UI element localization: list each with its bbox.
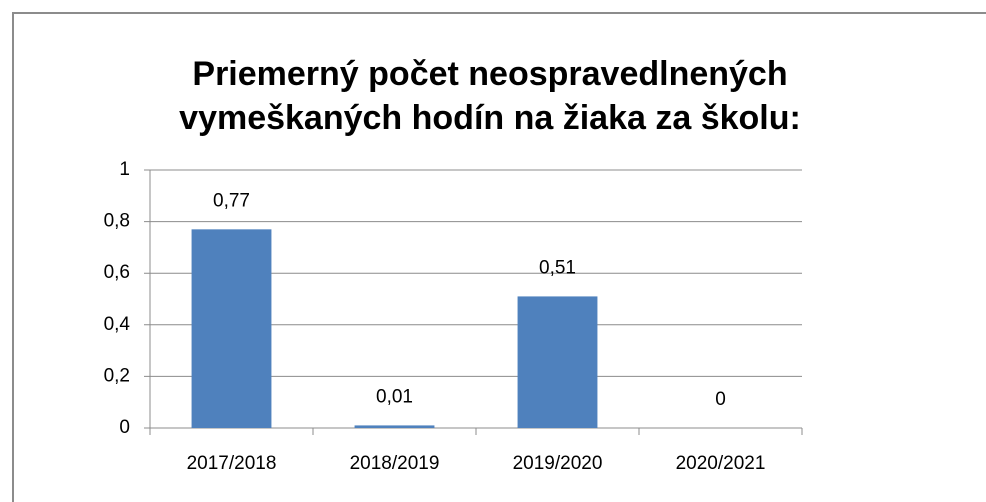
chart-frame	[12, 12, 986, 502]
y-tick-label: 0,6	[104, 262, 130, 283]
bar	[354, 425, 435, 428]
bar	[191, 229, 272, 428]
data-label: 0,51	[539, 257, 576, 278]
x-tick-label: 2019/2020	[513, 453, 603, 474]
y-tick-label: 0	[119, 417, 130, 438]
x-tick-label: 2017/2018	[187, 453, 277, 474]
y-tick-label: 1	[119, 159, 130, 180]
data-label: 0,01	[376, 386, 413, 407]
chart-title: Priemerný počet neospravedlnených vymešk…	[179, 55, 801, 137]
data-label: 0	[715, 389, 726, 410]
data-label: 0,77	[213, 190, 250, 211]
y-tick-label: 0,8	[104, 211, 130, 232]
x-tick-label: 2018/2019	[350, 453, 440, 474]
y-tick-label: 0,4	[104, 314, 131, 335]
y-tick-label: 0,2	[104, 365, 130, 386]
bar	[517, 296, 598, 428]
x-tick-label: 2020/2021	[676, 453, 766, 474]
